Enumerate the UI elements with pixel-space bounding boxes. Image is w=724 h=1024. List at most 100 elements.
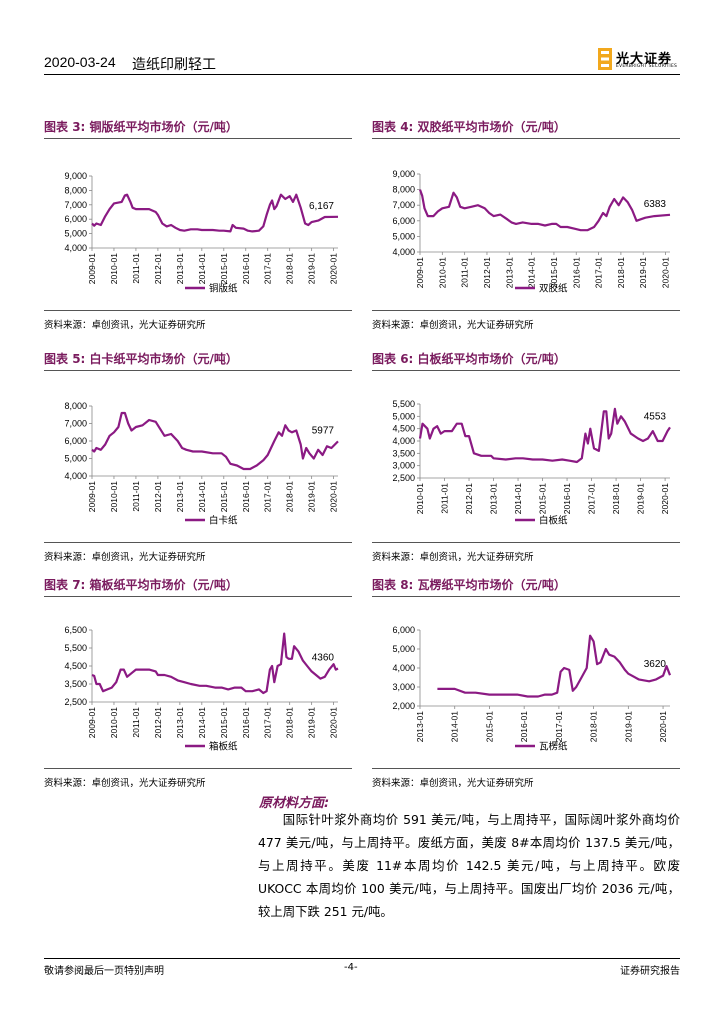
- x-tick-label: 2017-01: [554, 711, 564, 742]
- legend-label: 白板纸: [539, 515, 568, 527]
- x-tick-label: 2009-01: [415, 257, 425, 288]
- x-tick-label: 2011-01: [460, 257, 470, 288]
- chart-source: 资料来源：卓创资讯，光大证券研究所: [372, 552, 534, 563]
- chart-title: 图表 5: 白卡纸平均市场价（元/吨）: [44, 350, 238, 367]
- y-tick-label: 4,500: [64, 661, 87, 671]
- page-number: -4-: [344, 962, 358, 973]
- chart-number: 4:: [400, 120, 414, 134]
- logo-text-en: EVERBRIGHT SECURITIES: [616, 64, 678, 69]
- x-tick-label: 2020-01: [661, 257, 671, 288]
- series-line: [91, 193, 339, 233]
- x-tick-label: 2017-01: [263, 481, 273, 512]
- y-tick-label: 2,500: [64, 697, 87, 707]
- chart-source: 资料来源：卓创资讯，光大证券研究所: [44, 778, 206, 789]
- chart-title-prefix: 图表: [44, 578, 69, 592]
- x-tick-label: 2011-01: [131, 707, 141, 738]
- chart-number: 6:: [400, 352, 414, 366]
- x-tick-label: 2016-01: [241, 253, 251, 284]
- chart-title-rule: [372, 596, 680, 597]
- line-chart: 4,000 5,000 6,000 7,000 8,000 9,000 2009-01 201…: [64, 171, 339, 295]
- x-tick-label: 2012-01: [153, 253, 163, 284]
- series-line: [437, 634, 672, 698]
- end-value-label: 6383: [644, 199, 667, 210]
- y-tick-label: 2,500: [392, 473, 415, 483]
- section-title: 原材料方面:: [259, 796, 330, 811]
- y-tick-label: 7,000: [392, 200, 415, 210]
- chart-title-rule: [372, 138, 680, 139]
- x-tick-label: 2012-01: [482, 257, 492, 288]
- x-tick-label: 2011-01: [440, 483, 450, 514]
- x-tick-label: 2015-01: [219, 481, 229, 512]
- chart-title-rule: [44, 596, 352, 597]
- chart-title-rule: [44, 138, 352, 139]
- chart-title-text: 双胶纸平均市场价（元/吨）: [417, 120, 566, 134]
- chart-title-text: 白板纸平均市场价（元/吨）: [417, 352, 566, 366]
- legend-label: 箱板纸: [209, 741, 238, 753]
- chart-source: 资料来源：卓创资讯，光大证券研究所: [44, 320, 206, 331]
- y-tick-label: 9,000: [64, 171, 87, 181]
- y-tick-label: 8,000: [64, 185, 87, 195]
- x-tick-label: 2010-01: [437, 257, 447, 288]
- x-tick-label: 2012-01: [153, 481, 163, 512]
- x-tick-label: 2019-01: [307, 707, 317, 738]
- y-tick-label: 5,500: [392, 399, 415, 409]
- x-tick-label: 2014-01: [197, 481, 207, 512]
- y-tick-label: 7,000: [64, 200, 87, 210]
- x-tick-label: 2018-01: [611, 483, 621, 514]
- x-tick-label: 2014-01: [527, 257, 537, 288]
- x-tick-label: 2014-01: [450, 711, 460, 742]
- series-line: [418, 189, 671, 232]
- y-tick-label: 3,000: [392, 682, 415, 692]
- x-tick-label: 2012-01: [464, 483, 474, 514]
- chart-source-rule: [44, 768, 352, 769]
- section-paragraph: 国际针叶浆外商均价 591 美元/吨，与上周持平，国际阔叶浆外商均价 477 美…: [258, 812, 680, 919]
- x-tick-label: 2017-01: [263, 253, 273, 284]
- x-tick-label: 2014-01: [197, 707, 207, 738]
- x-tick-label: 2013-01: [175, 707, 185, 738]
- x-tick-label: 2019-01: [623, 711, 633, 742]
- x-tick-label: 2020-01: [658, 711, 668, 742]
- x-tick-label: 2020-01: [660, 483, 670, 514]
- y-tick-label: 6,000: [64, 436, 87, 446]
- header-rule: [44, 74, 680, 75]
- x-tick-label: 2013-01: [504, 257, 514, 288]
- x-tick-label: 2015-01: [538, 483, 548, 514]
- y-tick-label: 9,000: [392, 169, 415, 179]
- end-value-label: 4360: [312, 653, 335, 664]
- x-tick-label: 2018-01: [589, 711, 599, 742]
- y-tick-label: 2,000: [392, 701, 415, 711]
- chart-title: 图表 8: 瓦楞纸平均市场价（元/吨）: [372, 576, 566, 593]
- chart-title: 图表 6: 白板纸平均市场价（元/吨）: [372, 350, 566, 367]
- footer-rule: [44, 958, 680, 959]
- chart-source-rule: [372, 310, 680, 311]
- y-tick-label: 4,000: [392, 247, 415, 257]
- x-tick-label: 2016-01: [562, 483, 572, 514]
- x-tick-label: 2020-01: [329, 481, 339, 512]
- chart-source-rule: [44, 310, 352, 311]
- line-chart: 4,000 5,000 6,000 7,000 8,000 9,000 2009-01 201…: [392, 169, 671, 295]
- series-line: [91, 632, 339, 695]
- y-tick-label: 5,000: [392, 644, 415, 654]
- x-tick-label: 2016-01: [241, 707, 251, 738]
- x-tick-label: 2017-01: [594, 257, 604, 288]
- y-tick-label: 5,000: [64, 454, 87, 464]
- x-tick-label: 2015-01: [484, 711, 494, 742]
- x-tick-label: 2009-01: [87, 481, 97, 512]
- x-tick-label: 2009-01: [87, 253, 97, 284]
- line-chart: 2,500 3,500 4,500 5,500 6,500 2009-01 2010-01 2…: [64, 625, 339, 753]
- legend-label: 铜版纸: [209, 283, 238, 295]
- chart-title-rule: [372, 370, 680, 371]
- y-tick-label: 3,500: [392, 448, 415, 458]
- y-tick-label: 4,000: [392, 436, 415, 446]
- chart-source-rule: [44, 542, 352, 543]
- x-tick-label: 2014-01: [513, 483, 523, 514]
- chart-number: 5:: [72, 352, 86, 366]
- x-tick-label: 2019-01: [307, 481, 317, 512]
- x-tick-label: 2016-01: [519, 711, 529, 742]
- y-tick-label: 5,000: [392, 411, 415, 421]
- chart-title-prefix: 图表: [44, 120, 69, 134]
- y-tick-label: 4,000: [392, 663, 415, 673]
- chart-title-prefix: 图表: [44, 352, 69, 366]
- chart-number: 8:: [400, 578, 414, 592]
- y-tick-label: 7,000: [64, 419, 87, 429]
